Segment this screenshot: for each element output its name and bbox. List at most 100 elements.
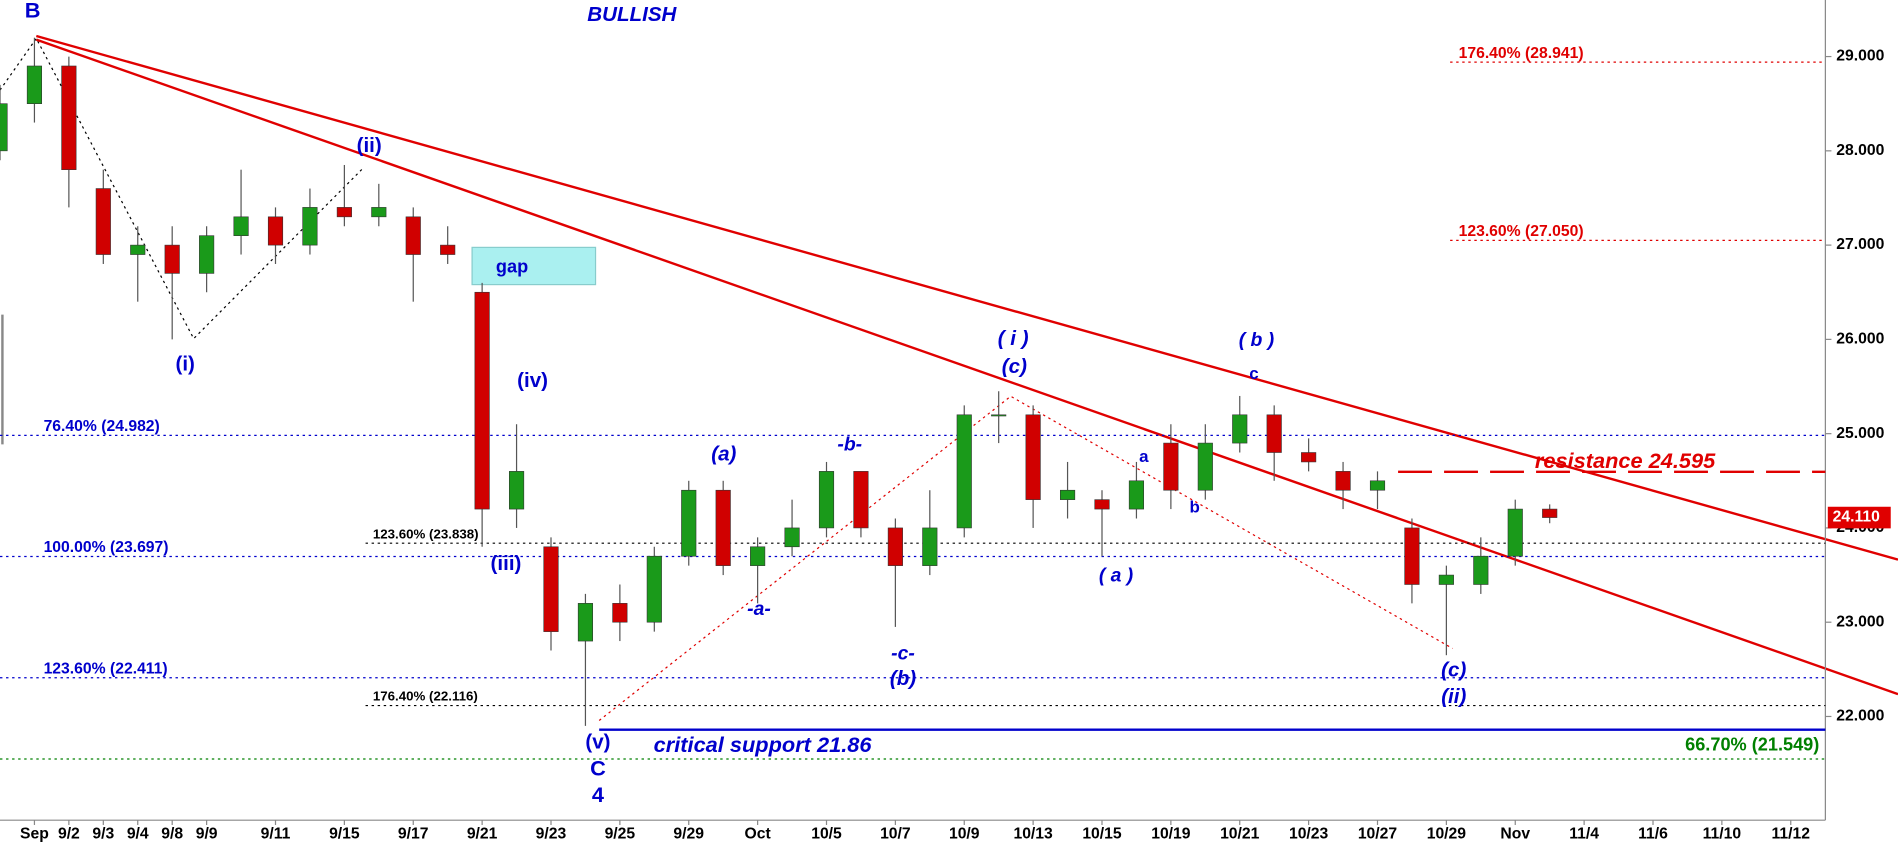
wave-label: B: [25, 0, 41, 23]
x-tick-label: 11/10: [1703, 826, 1742, 843]
candle-body: [61, 65, 77, 170]
candle-body: [336, 207, 352, 218]
x-tick-label: 11/6: [1638, 826, 1668, 843]
wave-label: ( i ): [998, 327, 1029, 350]
candle-body: [956, 414, 972, 529]
candle-body: [1025, 414, 1041, 500]
wave-label: (a): [711, 443, 736, 466]
candle-body: [1163, 442, 1179, 491]
x-tick-label: 9/8: [161, 826, 183, 843]
candle-body: [267, 216, 284, 246]
level-label: critical support 21.86: [654, 732, 873, 757]
x-tick-label: 9/4: [127, 826, 149, 843]
wave-zigzag: [0, 37, 364, 340]
candle-body: [1059, 489, 1076, 500]
wave-label: ( a ): [1099, 566, 1133, 587]
candle-body: [818, 471, 835, 529]
level-label: 123.60% (23.838): [373, 526, 479, 541]
y-tick-label: 29.000: [1836, 48, 1884, 65]
x-tick-label: 9/9: [196, 826, 218, 843]
gap-box: [471, 246, 597, 286]
candle-body: [1404, 527, 1420, 585]
wave-label: (iii): [491, 552, 522, 575]
x-tick-label: 10/27: [1358, 826, 1398, 843]
candle-body: [1335, 471, 1351, 491]
candle-body: [1266, 414, 1282, 453]
level-label: 76.40% (24.982): [44, 418, 160, 435]
wave-label: (c): [1002, 355, 1027, 378]
last-price-box: [1827, 506, 1891, 529]
candle-body: [646, 555, 662, 623]
x-tick-label: 9/15: [329, 826, 360, 843]
candle-body: [922, 527, 938, 566]
y-tick-label: 22.000: [1836, 708, 1884, 725]
x-tick-label: 11/4: [1569, 826, 1599, 843]
candle-body: [681, 489, 697, 557]
candle-body: [1094, 499, 1110, 510]
y-tick-label: 25.000: [1836, 425, 1884, 442]
trend-line: [35, 38, 1898, 696]
level-label: 123.60% (27.050): [1459, 223, 1584, 240]
candle-body: [405, 216, 421, 255]
level-label: 100.00% (23.697): [44, 539, 169, 556]
x-tick-label: 10/23: [1289, 826, 1329, 843]
candle-body: [164, 244, 180, 274]
y-tick-label: 23.000: [1836, 613, 1884, 630]
wave-label: c: [1249, 364, 1258, 383]
x-tick-label: 11/12: [1772, 826, 1811, 843]
candle-body: [474, 291, 490, 510]
level-label: 123.60% (22.411): [44, 661, 168, 678]
x-tick-label: 9/2: [58, 826, 80, 843]
candle-body: [508, 471, 525, 510]
candle-body: [991, 414, 1007, 417]
level-label: 66.70% (21.549): [1685, 735, 1819, 755]
candle-body: [784, 527, 800, 548]
x-tick-label: 9/21: [467, 826, 498, 843]
candle-body: [233, 216, 249, 236]
x-tick-label: 9/3: [92, 826, 114, 843]
wave-label: -b-: [837, 435, 862, 456]
candle-body: [1232, 414, 1248, 444]
candle-body: [887, 527, 903, 566]
candle-body: [1301, 452, 1317, 463]
x-tick-label: 9/11: [261, 826, 291, 843]
wave-label: (iv): [517, 369, 548, 392]
x-tick-label: Oct: [745, 826, 772, 843]
candle-body: [130, 244, 146, 255]
x-tick-label: Sep: [20, 826, 49, 843]
candle-body: [577, 603, 594, 642]
wave-label: (ii): [357, 134, 382, 157]
x-tick-label: 9/25: [605, 826, 636, 843]
candle-body: [440, 244, 456, 255]
candle-body: [853, 471, 869, 529]
x-tick-label: 10/29: [1427, 826, 1467, 843]
wave-label: (b): [890, 667, 916, 690]
wave-label: gap: [496, 257, 528, 277]
y-tick-label: 26.000: [1836, 331, 1884, 348]
candle-body: [199, 235, 215, 274]
wave-label: b: [1190, 497, 1200, 516]
wave-label: BULLISH: [587, 3, 677, 26]
x-tick-label: 10/7: [880, 826, 911, 843]
wave-label: (i): [175, 353, 194, 376]
candle-body: [1128, 480, 1145, 510]
wave-label: (v): [585, 731, 610, 754]
candle-body: [0, 103, 8, 152]
y-tick-label: 28.000: [1836, 142, 1884, 159]
wave-label: -c-: [891, 644, 915, 665]
candle-body: [26, 65, 43, 105]
candle-body: [1438, 574, 1454, 585]
wave-label: (ii): [1441, 685, 1466, 708]
level-label: 176.40% (28.941): [1459, 45, 1584, 62]
x-tick-label: 9/29: [673, 826, 704, 843]
x-tick-label: 10/13: [1013, 826, 1053, 843]
last-price-label: 24.110: [1833, 509, 1881, 526]
x-tick-label: 9/17: [398, 826, 429, 843]
candle-body: [715, 489, 731, 566]
candle-body: [750, 546, 766, 566]
x-tick-label: 10/19: [1151, 826, 1191, 843]
wave-label: a: [1139, 447, 1149, 466]
candle-body: [302, 207, 318, 246]
